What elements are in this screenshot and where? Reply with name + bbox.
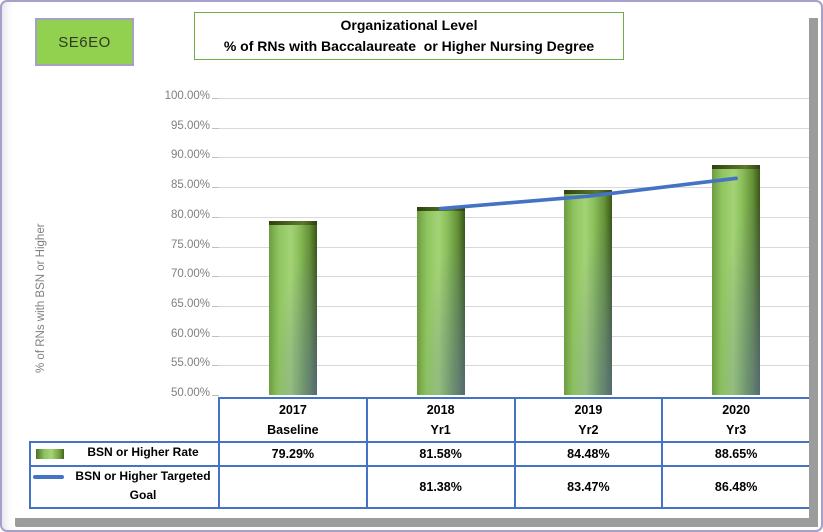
y-tick-mark xyxy=(212,127,219,129)
table-value-cell: 88.65% xyxy=(714,447,758,461)
gridline xyxy=(219,365,810,367)
gridline xyxy=(219,335,810,337)
table-border-h xyxy=(29,441,811,443)
gridline xyxy=(219,98,810,99)
line-series-swatch xyxy=(33,475,64,479)
table-header-line: 2018 xyxy=(426,403,455,417)
y-tick-mark xyxy=(212,395,219,396)
y-tick-mark xyxy=(212,216,219,218)
table-value-cell: 86.48% xyxy=(714,480,758,494)
y-tick-mark xyxy=(212,157,219,159)
y-tick-label: 95.00% xyxy=(170,119,210,132)
y-tick-mark xyxy=(212,305,219,307)
bar xyxy=(268,221,317,395)
gridline xyxy=(219,127,810,129)
table-border-v xyxy=(365,397,368,509)
legend-cell: BSN or Higher Rate xyxy=(31,443,219,465)
table-header-line: Yr2 xyxy=(578,423,599,437)
legend-label: BSN or Higher Rate xyxy=(87,445,199,459)
table-header-cell: 2019 Yr2 xyxy=(516,399,662,441)
table-header-cell: 2017 Baseline xyxy=(220,399,366,441)
table-border-v xyxy=(29,441,31,509)
table-border-v xyxy=(218,397,220,509)
table-value-cell: 79.29% xyxy=(271,447,315,461)
table-header-line: 2019 xyxy=(574,403,603,417)
y-tick-label: 60.00% xyxy=(170,327,210,340)
table-border-h xyxy=(218,397,811,399)
frame-shadow-right xyxy=(809,18,818,527)
y-tick-label: 70.00% xyxy=(170,268,210,281)
table-value-cell: 81.38% xyxy=(419,480,462,494)
y-tick-label: 65.00% xyxy=(170,297,210,310)
gridline xyxy=(219,216,810,218)
table-border-v xyxy=(661,397,664,509)
table-border-v xyxy=(513,397,516,509)
gridline xyxy=(219,157,810,159)
gridline xyxy=(219,246,810,248)
bar xyxy=(416,207,465,395)
y-tick-label: 100.00% xyxy=(164,90,210,102)
table-header-line: 2020 xyxy=(722,403,751,417)
table-header-line: Yr1 xyxy=(430,423,451,437)
y-tick-label: 80.00% xyxy=(170,208,210,221)
table-value-cell: 83.47% xyxy=(567,480,610,494)
y-tick-label: 85.00% xyxy=(170,179,210,192)
y-tick-label: 50.00% xyxy=(170,387,210,399)
table-value-cell: 84.48% xyxy=(567,447,610,461)
table-value-cell: 81.58% xyxy=(419,447,462,461)
legend-cell: BSN or Higher Targeted Goal xyxy=(31,467,219,507)
table-border-h xyxy=(29,507,811,509)
gridline xyxy=(219,305,810,307)
chart-title-box: Organizational Level % of RNs with Bacca… xyxy=(194,12,624,60)
table-border-h xyxy=(29,465,811,467)
y-tick-mark xyxy=(212,246,219,248)
y-tick-label: 90.00% xyxy=(170,149,210,162)
table-header-line: 2017 xyxy=(278,403,307,417)
frame-shadow-bottom xyxy=(15,518,818,527)
bar xyxy=(564,190,613,395)
y-tick-mark xyxy=(212,98,219,99)
y-tick-mark xyxy=(212,276,219,278)
table-header-cell: 2020 Yr3 xyxy=(663,399,809,441)
y-tick-mark xyxy=(212,187,219,189)
indicator-code-badge: SE6EO xyxy=(35,18,134,66)
gridline xyxy=(219,276,810,278)
y-tick-label: 75.00% xyxy=(170,238,210,251)
table-header-line: Yr3 xyxy=(726,423,747,437)
y-tick-mark xyxy=(212,335,219,337)
chart-title-line1: Organizational Level xyxy=(340,17,478,33)
chart-title-line2: % of RNs with Baccalaureate or Higher Nu… xyxy=(223,38,595,54)
bar-series-swatch xyxy=(36,449,64,459)
table-header-cell: 2018 Yr1 xyxy=(368,399,514,441)
legend-label: BSN or Higher Targeted Goal xyxy=(75,469,211,502)
y-tick-label: 55.00% xyxy=(170,357,210,370)
bar xyxy=(712,165,761,395)
y-tick-mark xyxy=(212,365,219,367)
table-header-line: Baseline xyxy=(267,423,319,437)
